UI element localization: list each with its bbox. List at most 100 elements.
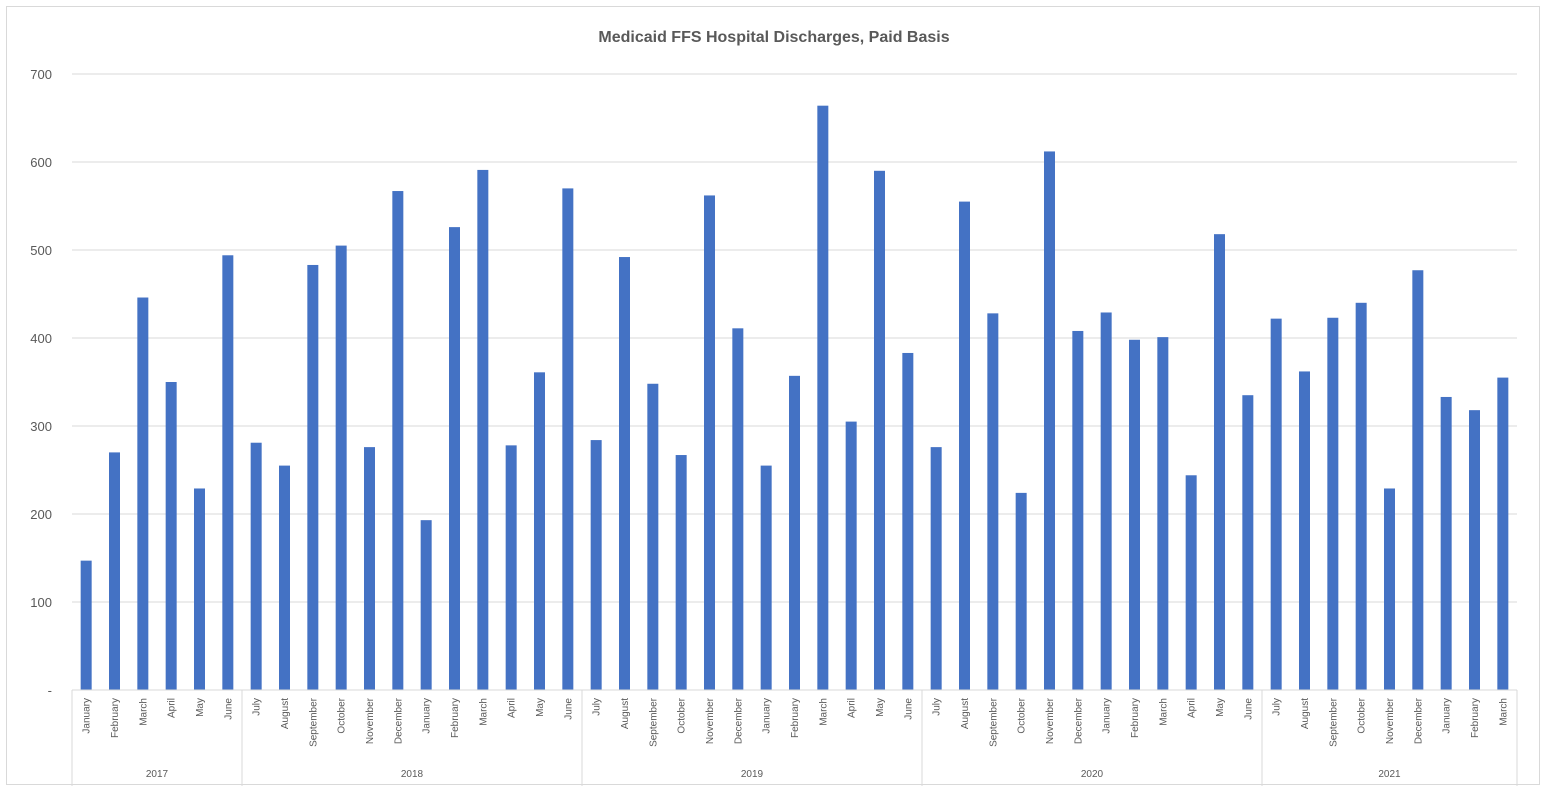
x-tick-label: July	[1272, 698, 1283, 716]
bar	[1044, 151, 1055, 690]
x-tick-label: August	[960, 698, 971, 729]
chart-title: Medicaid FFS Hospital Discharges, Paid B…	[598, 29, 949, 46]
x-tick-label: January	[762, 698, 773, 734]
bar	[1072, 330, 1084, 690]
year-group-label: 2018	[401, 769, 424, 780]
x-tick-label: February	[790, 698, 801, 738]
x-tick-label: March	[1498, 698, 1509, 726]
x-tick-label: September	[988, 697, 999, 747]
bar	[1242, 395, 1254, 690]
x-tick-label: November	[1385, 697, 1396, 744]
bar	[675, 455, 687, 690]
x-tick-label: June	[903, 698, 914, 720]
bar	[109, 452, 120, 690]
x-tick-label: February	[110, 698, 121, 738]
y-tick-label: 700	[30, 67, 52, 82]
x-tick-label: March	[818, 698, 829, 726]
bar	[1299, 371, 1310, 690]
chart-frame: Medicaid FFS Hospital Discharges, Paid B…	[6, 6, 1540, 786]
x-tick-label: September	[308, 697, 319, 747]
x-tick-label: March	[138, 698, 149, 726]
bar	[335, 245, 347, 690]
bar	[760, 465, 772, 690]
bar	[987, 313, 999, 690]
y-tick-label: 300	[30, 419, 52, 434]
bar	[250, 442, 262, 690]
axes: - 100 200 300 400 500 600 700 January February Mar…	[30, 67, 1518, 786]
bar	[1270, 318, 1282, 690]
y-tick-label: -	[48, 683, 52, 698]
year-group-label: 2021	[1378, 769, 1401, 780]
year-group-label: 2020	[1081, 769, 1104, 780]
x-tick-label: September	[1328, 697, 1339, 747]
bar	[732, 328, 744, 690]
x-tick-label: January	[422, 698, 433, 734]
x-tick-label: November	[705, 697, 716, 744]
x-tick-label: October	[337, 697, 348, 733]
bar	[789, 375, 800, 690]
bar	[1157, 337, 1169, 690]
x-tick-label: July	[932, 698, 943, 716]
bar	[1214, 234, 1225, 690]
bar	[1185, 475, 1197, 690]
bar	[1384, 488, 1395, 690]
y-tick-label: 400	[30, 331, 52, 346]
x-tick-label: July	[252, 698, 263, 716]
bar	[80, 560, 92, 690]
bar	[137, 297, 149, 690]
bar	[959, 201, 970, 690]
x-tick-label: February	[1130, 698, 1141, 738]
y-tick-label: 200	[30, 507, 52, 522]
bar	[1469, 410, 1480, 690]
x-tick-label: January	[1102, 698, 1113, 734]
x-tick-label: May	[1215, 698, 1226, 717]
bar	[1015, 492, 1027, 690]
bar	[194, 488, 205, 690]
x-tick-label: May	[535, 698, 546, 717]
bar	[845, 421, 857, 690]
x-tick-label: October	[677, 697, 688, 733]
bar	[1497, 377, 1509, 690]
x-tick-label: May	[195, 698, 206, 717]
x-tick-label: June	[563, 698, 574, 720]
x-tick-label: February	[1470, 698, 1481, 738]
x-tick-label: October	[1357, 697, 1368, 733]
x-tick-label: November	[365, 697, 376, 744]
x-tick-label: April	[847, 698, 858, 718]
bar	[647, 383, 659, 690]
bar	[874, 170, 885, 691]
bar	[590, 440, 602, 690]
bar	[534, 372, 545, 690]
bar	[1100, 312, 1112, 690]
bar	[279, 465, 290, 690]
x-tick-label: December	[1413, 697, 1424, 744]
y-tick-label: 100	[30, 595, 52, 610]
bar	[364, 447, 375, 690]
bar	[1129, 339, 1140, 690]
year-group-label: 2019	[741, 769, 764, 780]
x-tick-label: October	[1017, 697, 1028, 733]
bar	[1412, 270, 1424, 690]
bar	[1355, 302, 1367, 690]
x-tick-label: April	[1187, 698, 1198, 718]
bar	[817, 105, 829, 691]
y-tick-label: 600	[30, 155, 52, 170]
bar	[619, 257, 630, 690]
x-tick-label: May	[875, 698, 886, 717]
bar	[704, 195, 715, 690]
x-tick-label: June	[223, 698, 234, 720]
bars	[80, 105, 1509, 691]
bar	[165, 382, 177, 690]
bar	[902, 352, 914, 690]
bar	[222, 255, 234, 690]
x-tick-label: January	[1442, 698, 1453, 734]
year-group-label: 2017	[146, 769, 169, 780]
bar	[505, 445, 517, 690]
x-tick-label: December	[733, 697, 744, 744]
x-tick-label: March	[1158, 698, 1169, 726]
x-tick-label: July	[592, 698, 603, 716]
bar	[307, 264, 319, 690]
x-tick-label: April	[507, 698, 518, 718]
x-tick-label: November	[1045, 697, 1056, 744]
x-tick-label: August	[280, 698, 291, 729]
